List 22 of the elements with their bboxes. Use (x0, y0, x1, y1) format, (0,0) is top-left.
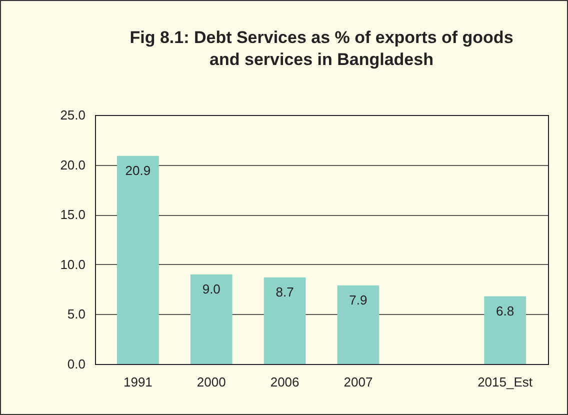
x-tick-label: 2000 (196, 374, 226, 390)
data-label: 8.7 (276, 284, 294, 300)
bar (484, 296, 526, 364)
y-tick-label: 25.0 (60, 108, 86, 122)
x-tick-label: 2007 (344, 374, 373, 390)
x-tick-label: 2006 (270, 374, 300, 390)
y-tick-label: 10.0 (60, 256, 86, 272)
chart-title: Fig 8.1: Debt Services as % of exports of goods and services in Bangladesh (130, 28, 514, 69)
bar (117, 156, 159, 364)
y-tick-label: 5.0 (67, 306, 86, 322)
y-tick-label: 15.0 (60, 207, 86, 222)
bar (264, 277, 306, 364)
x-tick-label: 1991 (123, 374, 152, 390)
y-tick-label: 20.0 (60, 157, 86, 172)
data-label: 20.9 (125, 162, 151, 178)
data-label: 9.0 (202, 281, 220, 296)
data-label: 7.9 (349, 292, 368, 308)
bar (337, 285, 380, 364)
y-tick-label: 0.0 (67, 356, 86, 372)
x-tick-label: 2015_Est (478, 374, 533, 390)
bar (190, 274, 232, 364)
data-label: 6.8 (496, 303, 514, 318)
